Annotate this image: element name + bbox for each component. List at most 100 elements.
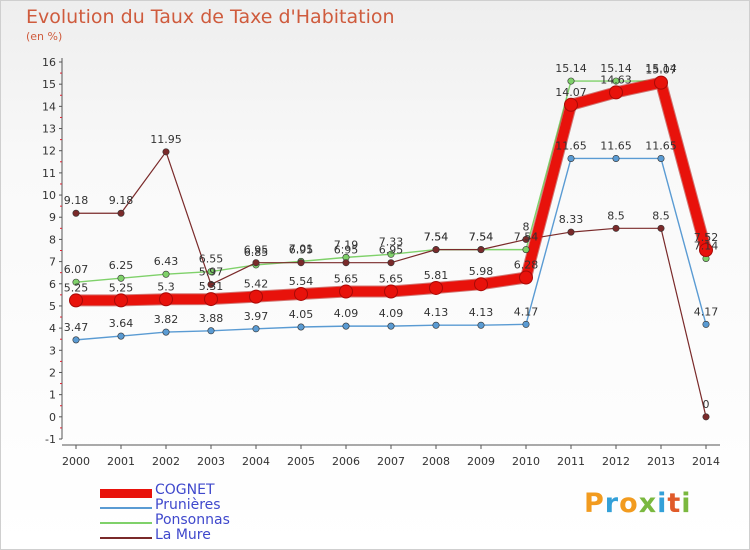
data-label: 4.05 (289, 308, 314, 321)
data-label: 3.64 (109, 317, 134, 330)
y-tick-label: 0 (49, 411, 56, 424)
x-tick-label: 2007 (377, 455, 405, 468)
data-point (249, 289, 263, 304)
legend-swatch (100, 488, 152, 498)
logo-letter: o (619, 488, 639, 519)
data-label: 7.54 (424, 231, 449, 244)
x-tick-label: 2008 (422, 455, 450, 468)
x-tick-label: 2010 (512, 455, 540, 468)
data-label: 11.65 (555, 139, 587, 152)
data-point (522, 235, 530, 243)
data-label: 4.13 (424, 306, 449, 319)
data-label: 5.42 (244, 278, 269, 291)
data-label: 11.65 (600, 139, 632, 152)
logo-letter: i (657, 488, 668, 519)
data-label: 6.28 (514, 259, 539, 272)
data-point (117, 332, 125, 340)
data-label: 8.33 (559, 213, 584, 226)
chart-title: Evolution du Taux de Taxe d'Habitation (26, 6, 395, 28)
data-point (429, 280, 443, 295)
data-label: 6.43 (154, 255, 179, 268)
data-label: 15.14 (600, 62, 632, 75)
y-tick-label: 12 (42, 145, 56, 158)
y-tick-label: 1 (49, 389, 56, 402)
data-label: 6.95 (379, 244, 404, 257)
data-point (297, 259, 305, 267)
data-label: 8.5 (652, 209, 670, 222)
data-point (252, 259, 260, 267)
data-point (207, 268, 215, 276)
data-label: 4.17 (514, 305, 539, 318)
data-label: 7.52 (694, 231, 719, 244)
data-point (567, 77, 575, 85)
data-label: 4.13 (469, 306, 494, 319)
x-tick-label: 2004 (242, 455, 270, 468)
data-point (477, 321, 485, 329)
data-label: 7.54 (424, 231, 449, 244)
proxiti-logo: Proxiti (584, 488, 692, 519)
y-tick-label: 11 (42, 167, 56, 180)
data-label: 3.88 (199, 312, 224, 325)
data-point (162, 270, 170, 278)
data-label: 7.54 (514, 231, 539, 244)
logo-letter: x (638, 488, 658, 519)
data-point (567, 228, 575, 236)
data-point (387, 259, 395, 267)
data-point (204, 292, 218, 307)
data-label: 14.07 (555, 86, 587, 99)
y-tick-label: 5 (49, 300, 56, 313)
data-label: 5.25 (64, 281, 89, 294)
data-label: 5.65 (379, 273, 404, 286)
x-tick-label: 2013 (647, 455, 675, 468)
y-tick-label: 3 (49, 344, 56, 357)
data-point (567, 154, 575, 162)
legend-label: Ponsonnas (155, 512, 230, 528)
data-point (564, 97, 578, 112)
logo-letter: P (584, 488, 605, 519)
legend-label: COGNET (155, 482, 215, 498)
x-tick-label: 2001 (107, 455, 135, 468)
data-point (162, 148, 170, 156)
data-label: 5.97 (199, 265, 224, 278)
data-point (294, 286, 308, 301)
data-point (609, 85, 623, 100)
data-label: 14.63 (600, 73, 632, 86)
data-point (297, 323, 305, 331)
data-label: 5.65 (334, 273, 359, 286)
data-label: 3.97 (244, 310, 269, 323)
data-label: 7.01 (289, 242, 314, 255)
data-label: 15.14 (555, 62, 587, 75)
y-tick-label: 16 (42, 56, 56, 69)
data-label: 6.55 (199, 253, 224, 266)
data-point (612, 154, 620, 162)
y-tick-label: 13 (42, 123, 56, 136)
legend-swatch (100, 522, 152, 524)
data-point (114, 293, 128, 308)
data-point (162, 328, 170, 336)
data-label: 7.33 (379, 235, 404, 248)
y-tick-label: 2 (49, 366, 56, 379)
data-label: 9.18 (64, 194, 89, 207)
data-label: 5.31 (199, 280, 224, 293)
data-point (207, 280, 215, 288)
data-label: 7.14 (694, 239, 719, 252)
data-point (612, 77, 620, 85)
data-point (477, 246, 485, 254)
x-tick-label: 2011 (557, 455, 585, 468)
data-point (339, 284, 353, 299)
data-point (654, 75, 668, 90)
data-label: 7.19 (334, 238, 359, 251)
data-point (432, 246, 440, 254)
logo-letter: i (681, 488, 692, 519)
data-label: 8 (523, 220, 530, 233)
data-label: 4.09 (334, 307, 359, 320)
data-point (702, 413, 710, 421)
data-point (207, 327, 215, 335)
data-label: 15.14 (645, 62, 677, 75)
data-point (159, 292, 173, 307)
x-tick-label: 2003 (197, 455, 225, 468)
data-label: 6.25 (109, 259, 134, 272)
y-tick-label: 7 (49, 256, 56, 269)
data-label: 5.54 (289, 275, 314, 288)
